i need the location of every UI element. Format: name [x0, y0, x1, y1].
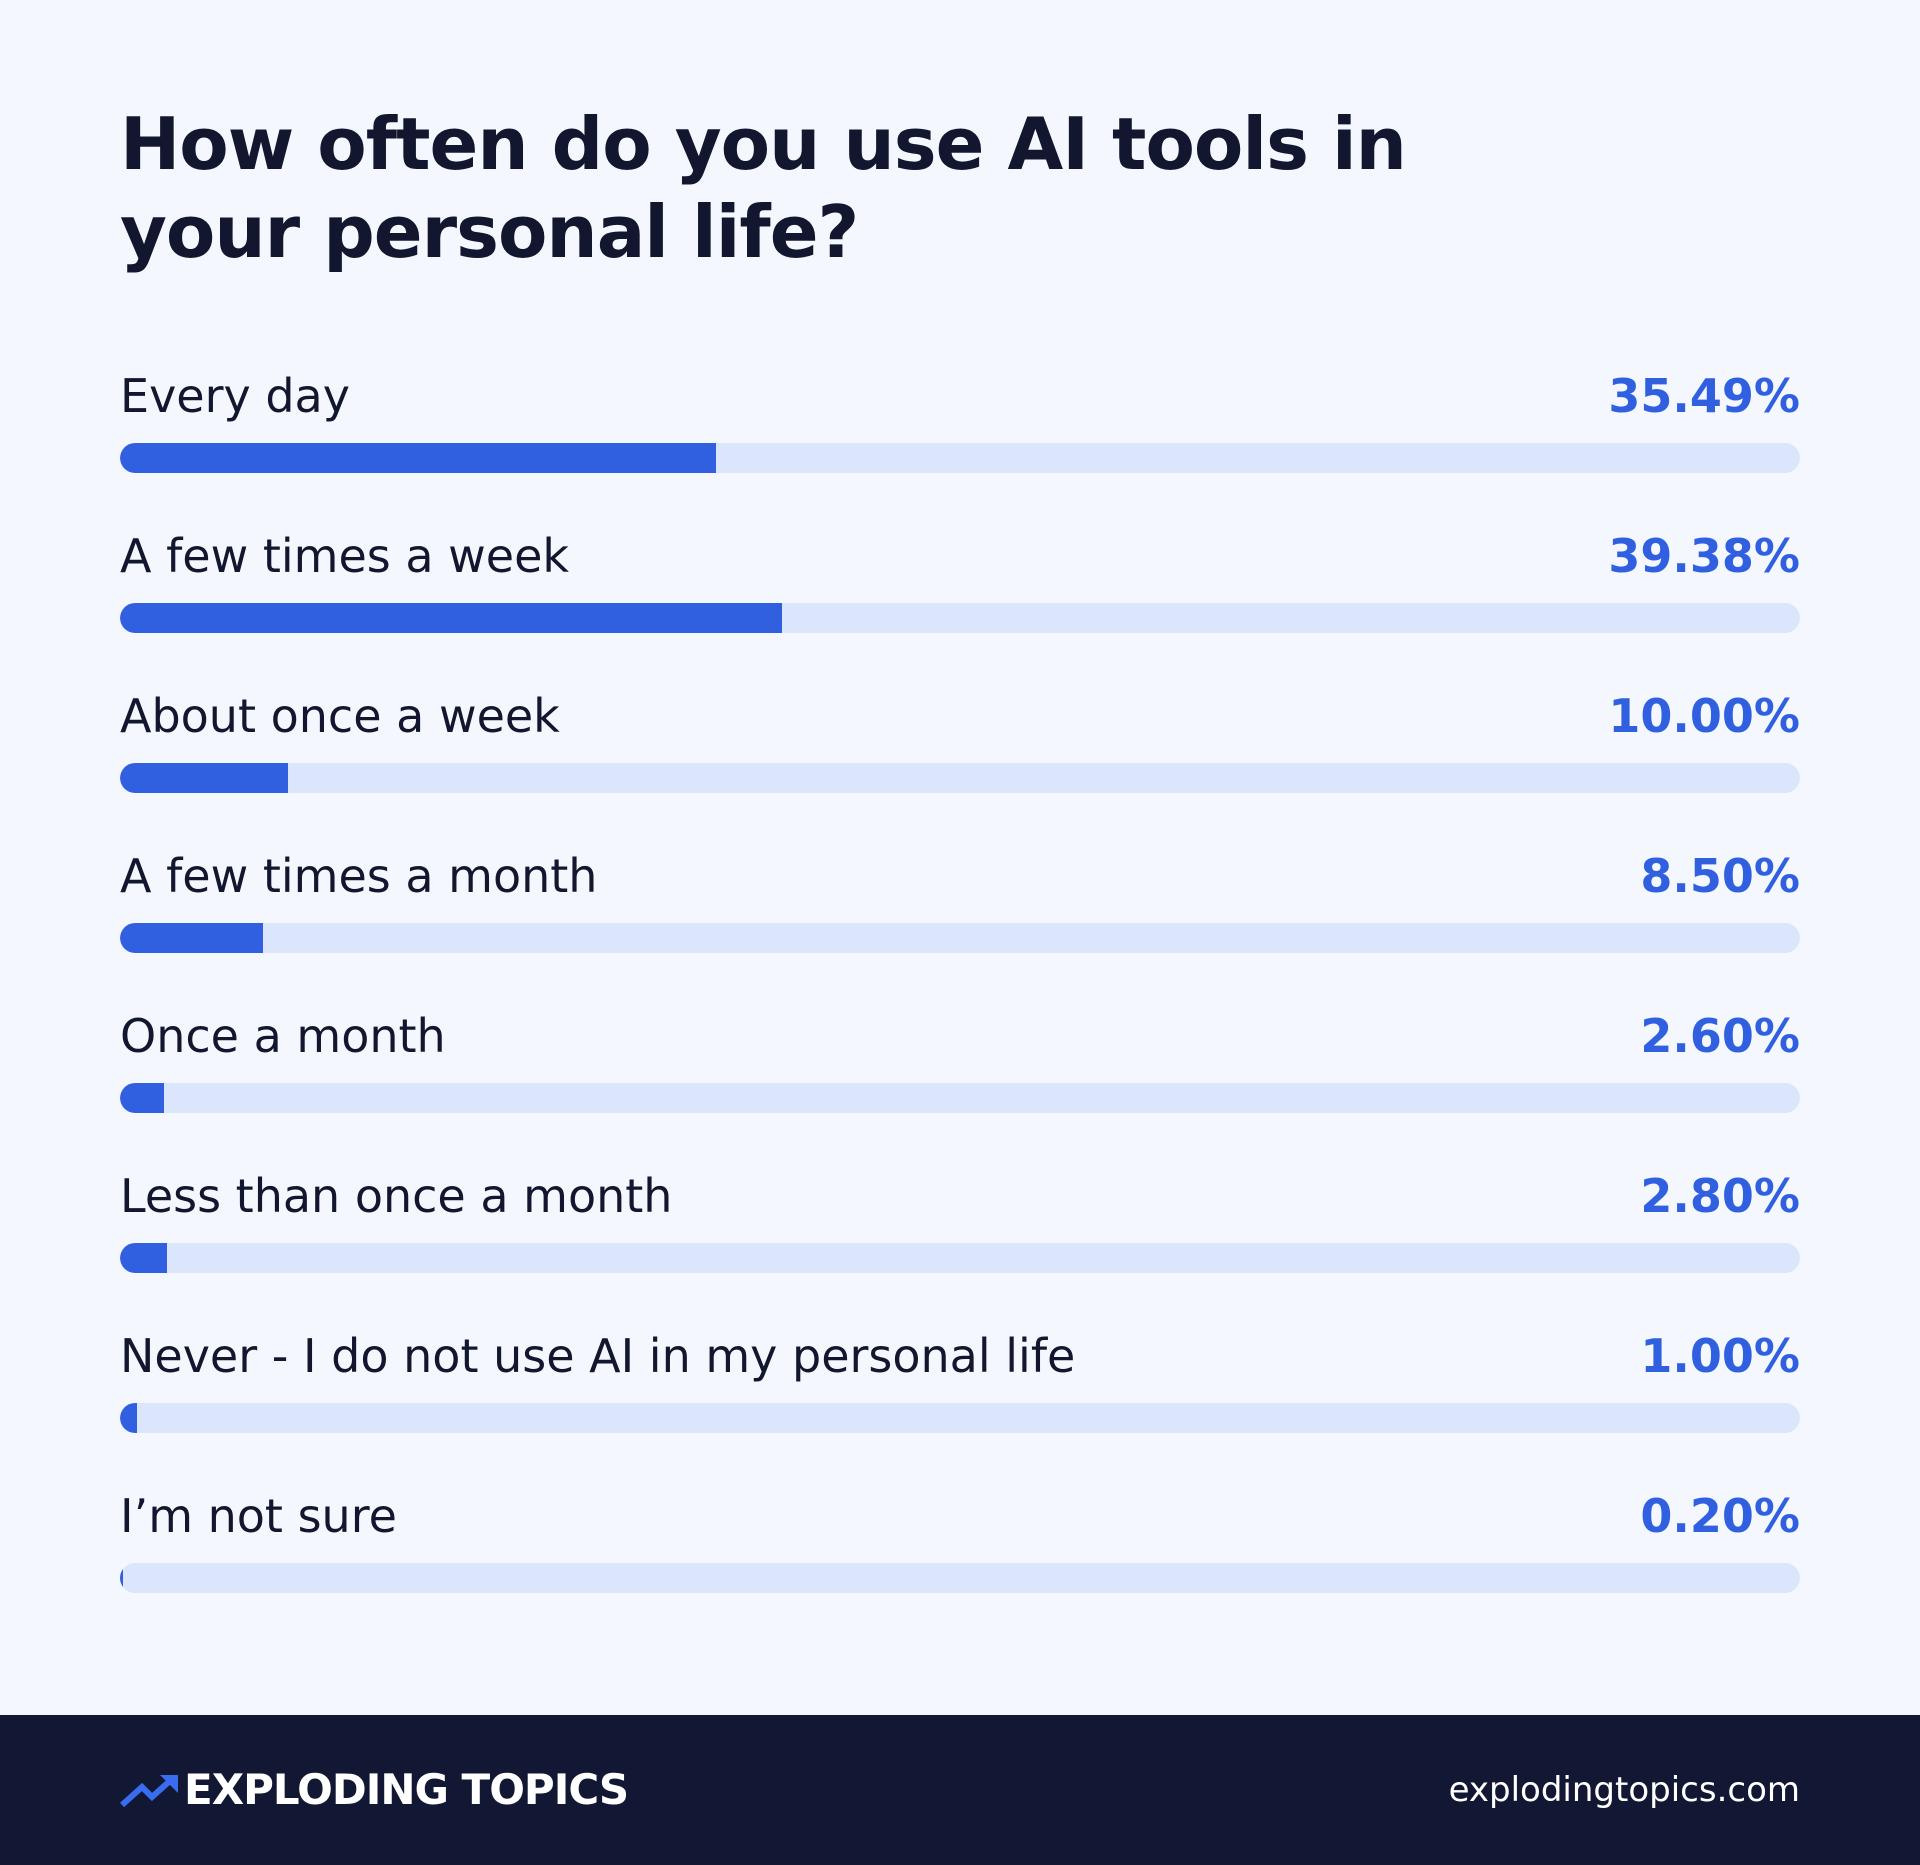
bar-fill — [120, 763, 288, 793]
bar-value-label: 2.60% — [1640, 1009, 1800, 1063]
bar-fill — [120, 603, 782, 633]
bar-row: A few times a week 39.38% — [120, 520, 1800, 680]
bar-row: A few times a month 8.50% — [120, 840, 1800, 1000]
bar-row: I’m not sure 0.20% — [120, 1480, 1800, 1640]
bar-row: About once a week 10.00% — [120, 680, 1800, 840]
brand-logo[interactable]: EXPLODING TOPICS — [120, 1765, 629, 1815]
bar-track — [120, 603, 1800, 633]
bar-label: Less than once a month — [120, 1169, 673, 1223]
bar-fill — [120, 443, 717, 473]
bar-fill — [120, 923, 263, 953]
bar-track — [120, 443, 1800, 473]
bar-row: Less than once a month 2.80% — [120, 1160, 1800, 1320]
bar-label: I’m not sure — [120, 1489, 397, 1543]
bar-row: Once a month 2.60% — [120, 1000, 1800, 1160]
bar-row: Never - I do not use AI in my personal l… — [120, 1320, 1800, 1480]
bar-track — [120, 923, 1800, 953]
bar-track — [120, 1403, 1800, 1433]
bar-label: Once a month — [120, 1009, 446, 1063]
bar-value-label: 2.80% — [1640, 1169, 1800, 1223]
bar-value-label: 1.00% — [1640, 1329, 1800, 1383]
bar-fill — [120, 1403, 137, 1433]
bar-value-label: 39.38% — [1608, 529, 1800, 583]
bar-fill — [120, 1563, 124, 1593]
footer: EXPLODING TOPICS explodingtopics.com — [0, 1715, 1920, 1865]
bar-value-label: 10.00% — [1608, 689, 1800, 743]
bar-fill — [120, 1083, 164, 1113]
bar-row: Every day 35.49% — [120, 360, 1800, 520]
bar-track — [120, 1243, 1800, 1273]
bar-label: Never - I do not use AI in my personal l… — [120, 1329, 1076, 1383]
brand-name: EXPLODING TOPICS — [184, 1765, 629, 1814]
bar-label: A few times a week — [120, 529, 570, 583]
bar-value-label: 8.50% — [1640, 849, 1800, 903]
chart-title: How often do you use AI tools in your pe… — [120, 102, 1407, 274]
bar-fill — [120, 1243, 168, 1273]
bar-label: About once a week — [120, 689, 560, 743]
bar-chart: Every day 35.49% A few times a week 39.38% A… — [120, 360, 1800, 1640]
bar-label: Every day — [120, 369, 350, 423]
bar-value-label: 0.20% — [1640, 1489, 1800, 1543]
bar-track — [120, 763, 1800, 793]
site-url[interactable]: explodingtopics.com — [1448, 1770, 1800, 1810]
bar-track — [120, 1563, 1800, 1593]
trend-arrow-icon — [120, 1775, 178, 1807]
bar-track — [120, 1083, 1800, 1113]
bar-value-label: 35.49% — [1608, 369, 1800, 423]
bar-label: A few times a month — [120, 849, 598, 903]
